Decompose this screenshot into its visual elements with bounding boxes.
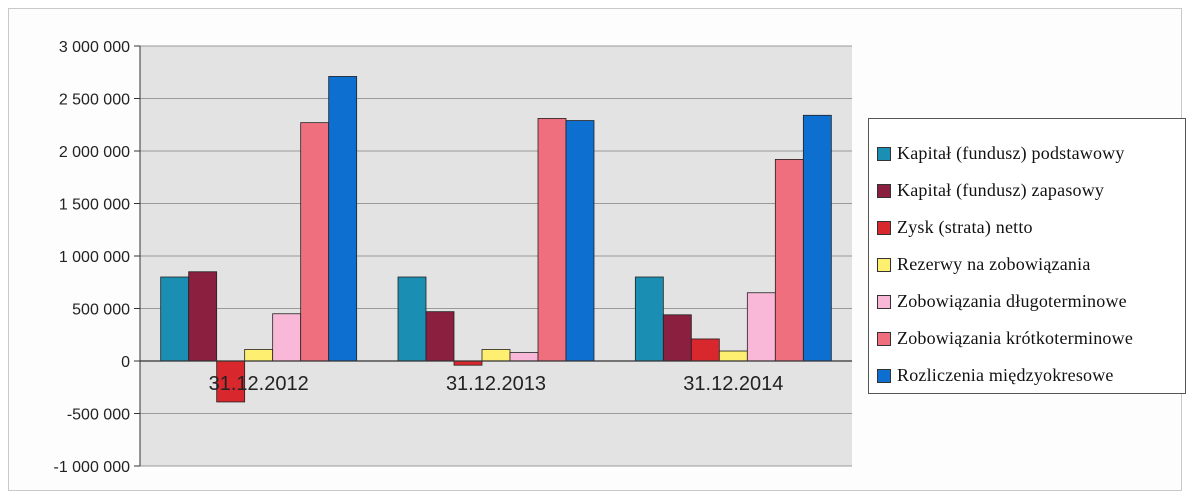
- bar: [662, 314, 692, 362]
- bar: [802, 114, 832, 362]
- y-tick-label: 1 500 000: [59, 197, 130, 214]
- bar: [328, 76, 358, 362]
- legend-item: Kapitał (fundusz) podstawowy: [877, 135, 1185, 172]
- bar: [565, 120, 595, 362]
- bar: [509, 352, 539, 362]
- legend-label: Zobowiązania krótkoterminowe: [897, 328, 1134, 348]
- legend-item: Zysk (strata) netto: [877, 209, 1185, 246]
- bar: [774, 158, 804, 362]
- bar: [244, 349, 274, 362]
- bar: [397, 276, 427, 362]
- category-label: 31.12.2012: [209, 373, 309, 395]
- bar: [272, 313, 302, 362]
- bar: [425, 311, 455, 362]
- bar: [634, 276, 664, 362]
- legend: Kapitał (fundusz) podstawowy Kapitał (fun…: [868, 118, 1186, 394]
- legend-swatch: [877, 368, 891, 383]
- bar: [453, 360, 483, 366]
- category-label: 31.12.2014: [683, 373, 783, 395]
- bar: [188, 271, 218, 362]
- y-tick-label: 2 000 000: [59, 144, 130, 161]
- bar: [746, 292, 776, 362]
- y-tick-label: 2 500 000: [59, 92, 130, 109]
- legend-item: Zobowiązania krótkoterminowe: [877, 320, 1185, 357]
- category-label: 31.12.2013: [446, 373, 546, 395]
- bar: [690, 338, 720, 362]
- bar: [160, 276, 190, 362]
- y-tick-label: -500 000: [67, 407, 130, 424]
- legend-label: Kapitał (fundusz) zapasowy: [897, 180, 1105, 200]
- legend-swatch: [877, 331, 891, 346]
- bar: [481, 349, 511, 362]
- y-tick-label: 500 000: [72, 302, 130, 319]
- legend-label: Kapitał (fundusz) podstawowy: [897, 143, 1125, 163]
- category-labels: 31.12.2012 31.12.2013 31.12.2014: [209, 373, 784, 395]
- legend-label: Zobowiązania długoterminowe: [897, 291, 1127, 311]
- y-tick-labels: 3 000 000 2 500 000 2 000 000 1 500 000 1 00…: [53, 39, 130, 476]
- y-tick-label: 3 000 000: [59, 39, 130, 56]
- legend-label: Rezerwy na zobowiązania: [897, 254, 1091, 274]
- legend-swatch: [877, 257, 891, 272]
- y-tick-label: 1 000 000: [59, 249, 130, 266]
- legend-swatch: [877, 220, 891, 235]
- bar: [537, 118, 567, 362]
- legend-item: Rozliczenia międzyokresowe: [877, 357, 1185, 394]
- legend-item: Rezerwy na zobowiązania: [877, 246, 1185, 283]
- bars: [160, 76, 832, 403]
- y-tick-label: 0: [121, 354, 130, 371]
- axes: [134, 45, 852, 467]
- legend-label: Rozliczenia międzyokresowe: [897, 365, 1114, 385]
- legend-label: Zysk (strata) netto: [897, 217, 1033, 237]
- bar: [300, 122, 330, 362]
- legend-swatch: [877, 294, 891, 309]
- y-tick-label: -1 000 000: [53, 459, 130, 476]
- legend-item: Zobowiązania długoterminowe: [877, 283, 1185, 320]
- legend-item: Kapitał (fundusz) zapasowy: [877, 172, 1185, 209]
- legend-swatch: [877, 146, 891, 161]
- bar: [718, 350, 748, 362]
- legend-swatch: [877, 183, 891, 198]
